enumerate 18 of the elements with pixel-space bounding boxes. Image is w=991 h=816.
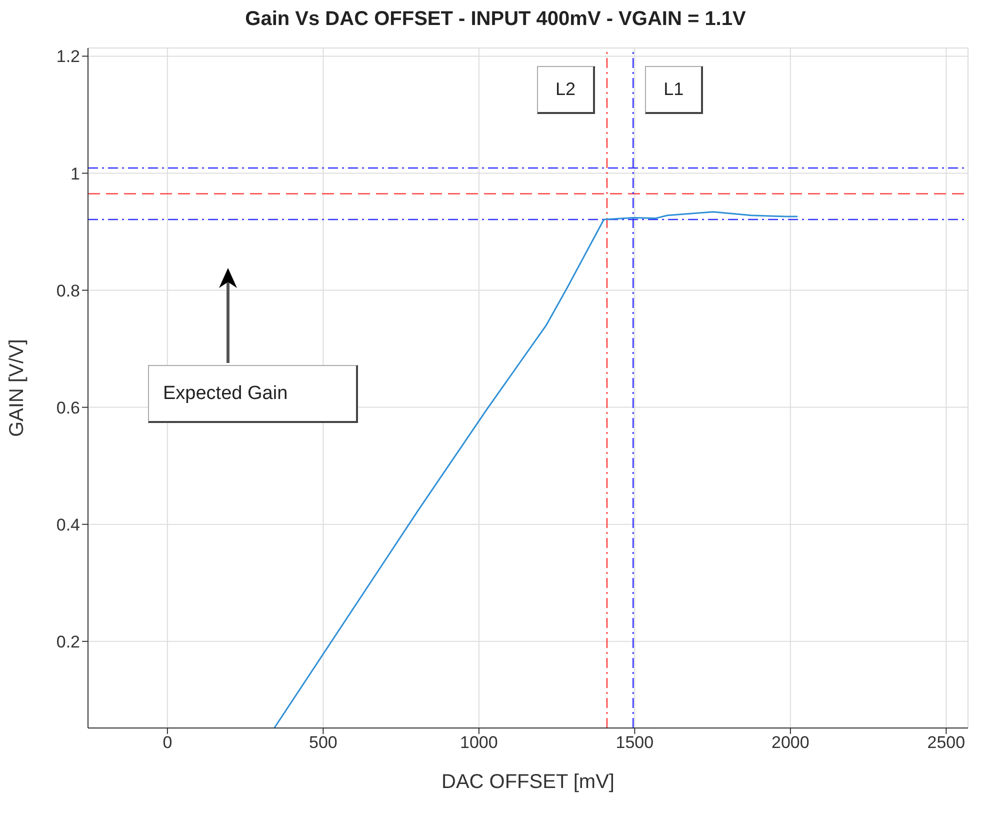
y-tick-label: 1 bbox=[70, 164, 80, 184]
x-tick-label: 1000 bbox=[460, 733, 498, 752]
y-tick-label: 0.6 bbox=[56, 398, 80, 418]
x-tick-label: 2000 bbox=[772, 733, 810, 752]
x-tick-label: 2500 bbox=[927, 733, 966, 752]
y-tick-label: 1.2 bbox=[56, 47, 80, 66]
x-tick-label: 1500 bbox=[616, 733, 654, 752]
x-tick-label: 0 bbox=[162, 733, 172, 752]
callout-box: Expected Gain bbox=[148, 365, 358, 423]
x-axis-title: DAC OFFSET [mV] bbox=[442, 771, 614, 793]
y-tick-label: 0.8 bbox=[56, 281, 80, 300]
y-tick-label: 0.4 bbox=[56, 515, 80, 534]
x-tick-label: 500 bbox=[309, 733, 338, 752]
y-axis-title: GAIN [V/V] bbox=[6, 339, 28, 437]
chart-title: Gain Vs DAC OFFSET - INPUT 400mV - VGAIN = 1.1V bbox=[244, 8, 747, 32]
y-tick-label: 0.2 bbox=[56, 632, 80, 652]
ref-line-label: L2 bbox=[536, 66, 595, 114]
ref-line-label: L1 bbox=[645, 66, 704, 114]
